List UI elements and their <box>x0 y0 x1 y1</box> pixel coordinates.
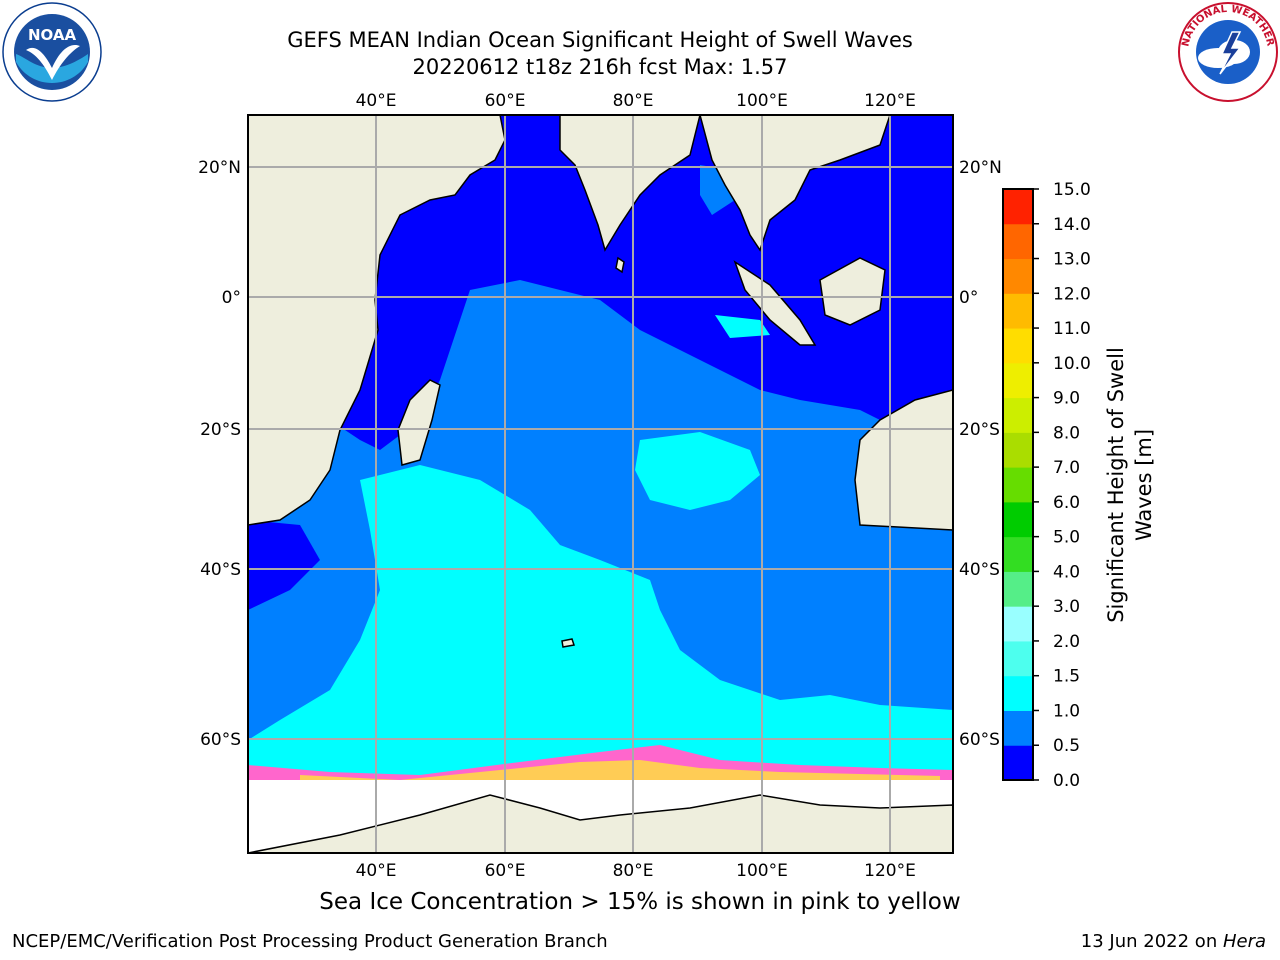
nws-logo-icon: NATIONAL WEATHER SERVICE <box>1178 2 1278 102</box>
land-southeast-asia <box>699 115 891 252</box>
ocean-low-west-patch <box>248 520 320 610</box>
credit-text: NCEP/EMC/Verification Post Processing Pr… <box>12 931 608 952</box>
land-sri-lanka <box>615 256 625 274</box>
colorbar-tick-label: 3.0 <box>1053 597 1080 617</box>
colorbar-tick-label: 7.0 <box>1053 458 1080 478</box>
colorbar-tick-label: 11.0 <box>1053 319 1091 339</box>
colorbar-segment <box>1003 745 1033 781</box>
host-name: Hera <box>1222 931 1266 952</box>
x-tick-top-120e: 120°E <box>864 91 916 111</box>
colorbar-segment <box>1003 536 1033 572</box>
y-tick-left-20n: 20°N <box>198 158 241 178</box>
x-tick-top-60e: 60°E <box>485 91 526 111</box>
colorbar-title-line2: Waves [m] <box>1132 429 1156 541</box>
x-axis-top-labels: 40°E 60°E 80°E 100°E 120°E <box>356 91 916 111</box>
colorbar-segment <box>1003 189 1033 225</box>
land-australia <box>854 389 953 531</box>
colorbar-tick-label: 0.0 <box>1053 771 1080 791</box>
ocean-high-patch-small <box>715 315 770 338</box>
colorbar-tick-label: 1.5 <box>1053 667 1080 687</box>
x-tick-top-100e: 100°E <box>736 91 788 111</box>
colorbar-tick-label: 13.0 <box>1053 250 1091 270</box>
y-axis-right-labels: 20°N 0° 20°S 40°S 60°S <box>959 158 1002 750</box>
land-madagascar <box>397 379 441 466</box>
y-tick-right-20s: 20°S <box>959 420 1000 440</box>
colorbar-segment <box>1003 397 1033 433</box>
colorbar-tick-label: 5.0 <box>1053 528 1080 548</box>
colorbar-tick-label: 8.0 <box>1053 423 1080 443</box>
x-tick-bottom-60e: 60°E <box>485 861 526 881</box>
y-tick-left-60s: 60°S <box>200 730 241 750</box>
colorbar-segment <box>1003 328 1033 364</box>
colorbar-title-line1: Significant Height of Swell <box>1104 347 1128 623</box>
colorbar-segment <box>1003 258 1033 294</box>
x-tick-bottom-100e: 100°E <box>736 861 788 881</box>
ocean-high-patch-east <box>635 432 760 510</box>
colorbar-tick-label: 10.0 <box>1053 354 1091 374</box>
y-axis-left-labels: 20°N 0° 20°S 40°S 60°S <box>198 158 241 750</box>
colorbar-segment <box>1003 501 1033 538</box>
x-tick-bottom-120e: 120°E <box>864 861 916 881</box>
y-tick-left-0: 0° <box>222 288 241 308</box>
colorbar-frame <box>1002 188 1034 781</box>
colorbar-segment <box>1003 362 1033 399</box>
land-india <box>559 115 701 252</box>
colorbar-tick-label: 6.0 <box>1053 493 1080 513</box>
date-text: 13 Jun 2022 on <box>1080 931 1223 952</box>
colorbar-labels: 0.0 0.5 1.0 1.5 2.0 3.0 4.0 5.0 6.0 7.0 8.0 9.0 10.0… <box>1033 180 1091 791</box>
land-borneo <box>819 257 886 326</box>
date-stamp: 13 Jun 2022 on Hera <box>1081 931 1266 952</box>
colorbar-tick-label: 9.0 <box>1053 389 1080 409</box>
y-tick-right-20n: 20°N <box>959 158 1002 178</box>
colorbar-tick-label: 12.0 <box>1053 284 1091 304</box>
map-area <box>248 115 953 853</box>
x-tick-bottom-40e: 40°E <box>356 861 397 881</box>
y-tick-right-0: 0° <box>959 288 978 308</box>
land-kerguelen <box>561 638 575 648</box>
x-tick-bottom-80e: 80°E <box>613 861 654 881</box>
y-tick-left-20s: 20°S <box>200 420 241 440</box>
colorbar-segment <box>1003 432 1033 468</box>
colorbar-segment <box>1003 710 1033 746</box>
graticule <box>248 115 953 853</box>
colorbar-tick-label: 2.0 <box>1053 632 1080 652</box>
colorbar-segment <box>1003 675 1033 711</box>
colorbar <box>1003 189 1033 781</box>
map-frame <box>247 114 954 854</box>
colorbar-tick-label: 0.5 <box>1053 736 1080 756</box>
colorbar-tick-label: 1.0 <box>1053 701 1080 721</box>
colorbar-segment <box>1003 606 1033 642</box>
land-sumatra <box>733 260 817 346</box>
colorbar-segment <box>1003 293 1033 329</box>
noaa-logo-text: NOAA <box>28 26 77 44</box>
colorbar-segment <box>1003 223 1033 260</box>
ocean-high-region <box>248 465 953 775</box>
colorbar-tick-label: 15.0 <box>1053 180 1091 200</box>
x-tick-top-80e: 80°E <box>613 91 654 111</box>
y-tick-left-40s: 40°S <box>200 560 241 580</box>
y-tick-right-60s: 60°S <box>959 730 1000 750</box>
noaa-logo-icon: NOAA <box>2 2 102 102</box>
colorbar-tick-label: 4.0 <box>1053 562 1080 582</box>
chart-subtitle: 20220612 t18z 216h fcst Max: 1.57 <box>412 55 788 79</box>
colorbar-segment <box>1003 640 1033 677</box>
sea-ice-note: Sea Ice Concentration > 15% is shown in … <box>319 889 961 915</box>
x-tick-top-40e: 40°E <box>356 91 397 111</box>
chart-title: GEFS MEAN Indian Ocean Significant Heigh… <box>287 28 913 52</box>
x-axis-bottom-labels: 40°E 60°E 80°E 100°E 120°E <box>356 861 916 881</box>
colorbar-segment <box>1003 467 1033 503</box>
colorbar-segment <box>1003 571 1033 607</box>
colorbar-tick-label: 14.0 <box>1053 215 1091 235</box>
y-tick-right-40s: 40°S <box>959 560 1000 580</box>
land-antarctica <box>248 794 953 853</box>
